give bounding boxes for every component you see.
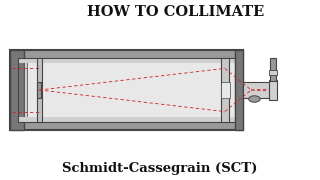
FancyBboxPatch shape [235,50,243,130]
Text: Schmidt-Cassegrain (SCT): Schmidt-Cassegrain (SCT) [62,162,258,175]
FancyBboxPatch shape [37,82,41,98]
Text: HOW TO COLLIMATE: HOW TO COLLIMATE [87,4,265,19]
FancyBboxPatch shape [221,58,229,122]
FancyBboxPatch shape [221,82,230,98]
FancyBboxPatch shape [269,80,277,100]
Circle shape [249,96,260,102]
FancyBboxPatch shape [269,70,277,75]
FancyBboxPatch shape [18,117,235,122]
FancyBboxPatch shape [243,82,270,98]
FancyBboxPatch shape [270,58,276,81]
FancyBboxPatch shape [37,58,42,122]
FancyBboxPatch shape [18,58,235,122]
FancyBboxPatch shape [18,58,235,63]
FancyBboxPatch shape [10,50,243,130]
FancyBboxPatch shape [10,50,24,130]
FancyBboxPatch shape [24,58,27,122]
